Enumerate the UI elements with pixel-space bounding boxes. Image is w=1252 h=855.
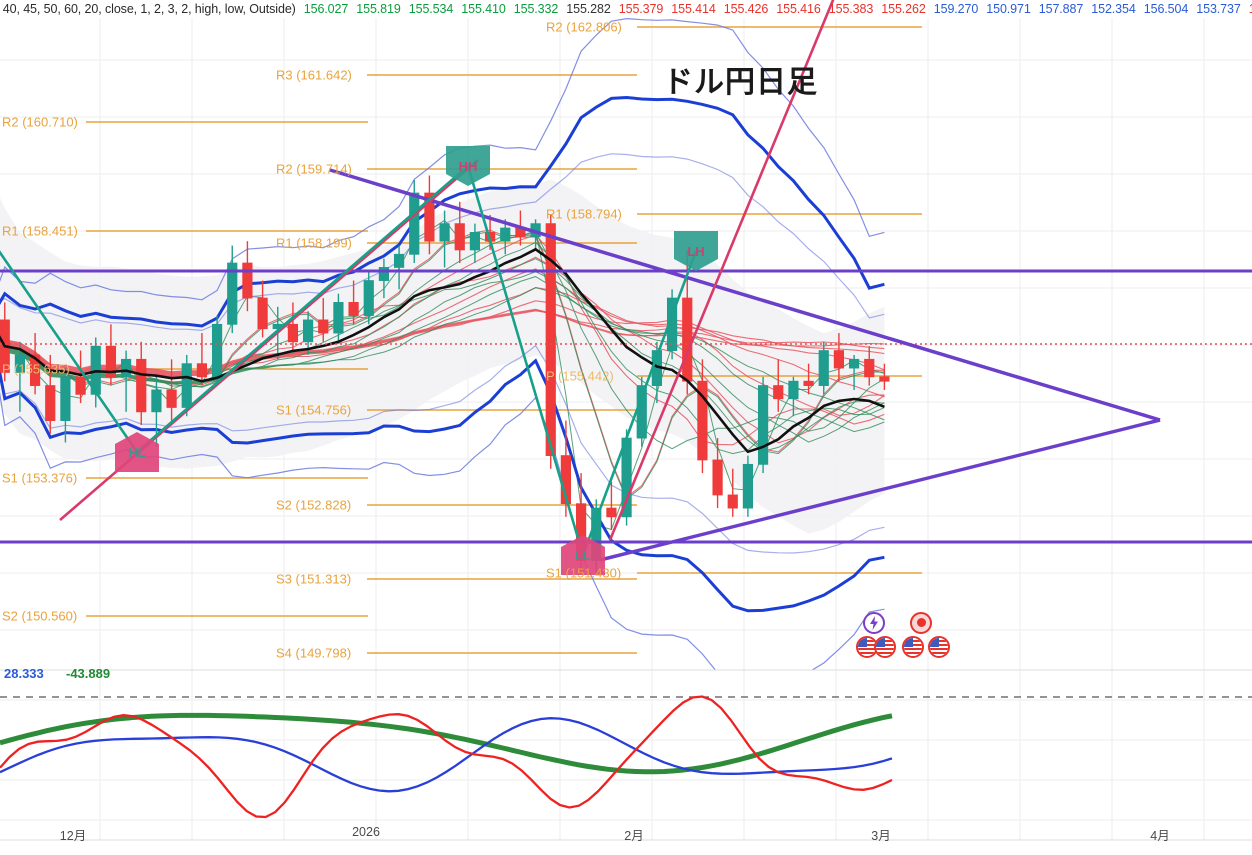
high-impact-event-icon[interactable] <box>910 612 932 634</box>
legend-value-15: 152.354 <box>1091 2 1136 16</box>
pivot-lines <box>86 26 922 654</box>
trendline-ascending[interactable] <box>599 418 1161 562</box>
pivot-label-group_left-3: S1 (153.376) <box>2 470 78 486</box>
pivot-label-group_mid-4: S2 (152.828) <box>276 497 352 513</box>
pivot-label-group_left-1: R1 (158.451) <box>2 223 78 239</box>
legend-value-6: 155.379 <box>618 2 664 16</box>
legend-value-16: 156.504 <box>1143 2 1189 16</box>
trendline-pink-up-2[interactable] <box>608 0 838 541</box>
chart-legend: , 40, 45, 50, 60, 20, close, 1, 2, 3, 2,… <box>0 0 1252 18</box>
legend-value-0: 156.027 <box>303 2 349 16</box>
oscillator-value-1: -43.889 <box>66 666 111 681</box>
us-flag-event-icon-3[interactable] <box>902 636 924 658</box>
swing-markers: HL HH LH LL <box>115 146 718 575</box>
svg-text:HL: HL <box>128 445 145 460</box>
legend-value-14: 157.887 <box>1038 2 1084 16</box>
page-title: ドル円日足 <box>663 66 818 99</box>
svg-text:LL: LL <box>575 548 591 563</box>
legend-value-13: 150.971 <box>986 2 1031 16</box>
x-axis-tick-0: 12月 <box>59 829 87 843</box>
pivot-label-group_right-3: S1 (151.430) <box>546 565 622 581</box>
legend-value-11: 155.262 <box>881 2 926 16</box>
legend-value-5: 155.282 <box>566 2 611 16</box>
pivot-label-group_right-0: R2 (162.806) <box>546 19 622 35</box>
candlestick-series <box>0 175 890 574</box>
pivot-label-group_mid-2: R1 (158.199) <box>276 235 352 251</box>
swing-marker-ll[interactable]: LL <box>561 535 605 575</box>
us-flag-event-icon-2[interactable] <box>874 636 896 658</box>
pivot-label-group_mid-1: R2 (159.714) <box>276 161 352 177</box>
moving-average-line <box>0 247 885 454</box>
pivot-label-group_right-2: P (155.442) <box>546 368 614 384</box>
us-flag-event-icon-1[interactable] <box>856 636 878 658</box>
oscillator-panel <box>0 695 1252 819</box>
svg-text:HH: HH <box>459 159 478 174</box>
legend-value-10: 155.383 <box>828 2 874 16</box>
svg-text:LH: LH <box>687 244 704 259</box>
pivot-label-group_mid-5: S3 (151.313) <box>276 571 352 587</box>
pivot-label-group_left-0: R2 (160.710) <box>2 114 78 130</box>
pivot-label-group_mid-3: S1 (154.756) <box>276 402 352 418</box>
pivot-label-group_right-1: R1 (158.794) <box>546 206 622 222</box>
pivot-label-group_mid-6: S4 (149.798) <box>276 645 352 661</box>
legend-value-7: 155.414 <box>671 2 716 16</box>
legend-value-4: 155.332 <box>513 2 559 16</box>
swing-marker-hh[interactable]: HH <box>446 146 490 186</box>
x-axis-tick-4: 4月 <box>1150 829 1170 843</box>
pivot-label-group_left-4: S2 (150.560) <box>2 608 78 624</box>
pivot-label-group_mid-0: R3 (161.642) <box>276 67 352 83</box>
pivot-label-group_left-2: P (155.635) <box>2 361 70 377</box>
trendline-descending[interactable] <box>329 168 1161 422</box>
oscillator-value-0: 28.333 <box>4 666 44 681</box>
legend-value-8: 155.426 <box>723 2 769 16</box>
swing-marker-hl[interactable]: HL <box>115 432 159 472</box>
legend-value-17: 153.737 <box>1196 2 1241 16</box>
lightning-event-icon[interactable] <box>863 612 885 634</box>
legend-value-12: 159.270 <box>933 2 979 16</box>
legend-value-1: 155.819 <box>356 2 401 16</box>
legend-value-3: 155.410 <box>461 2 506 16</box>
legend-value-9: 155.416 <box>776 2 821 16</box>
x-axis-tick-2: 2月 <box>624 829 644 843</box>
band-shading <box>0 179 885 534</box>
x-axis-tick-1: 2026 <box>352 825 380 839</box>
x-axis-tick-3: 3月 <box>871 829 891 843</box>
legend-params: , 40, 45, 50, 60, 20, close, 1, 2, 3, 2,… <box>0 2 296 16</box>
legend-value-2: 155.534 <box>408 2 454 16</box>
swing-marker-lh[interactable]: LH <box>674 231 718 271</box>
legend-value-18: 155.121 <box>1249 2 1252 16</box>
us-flag-event-icon-4[interactable] <box>928 636 950 658</box>
